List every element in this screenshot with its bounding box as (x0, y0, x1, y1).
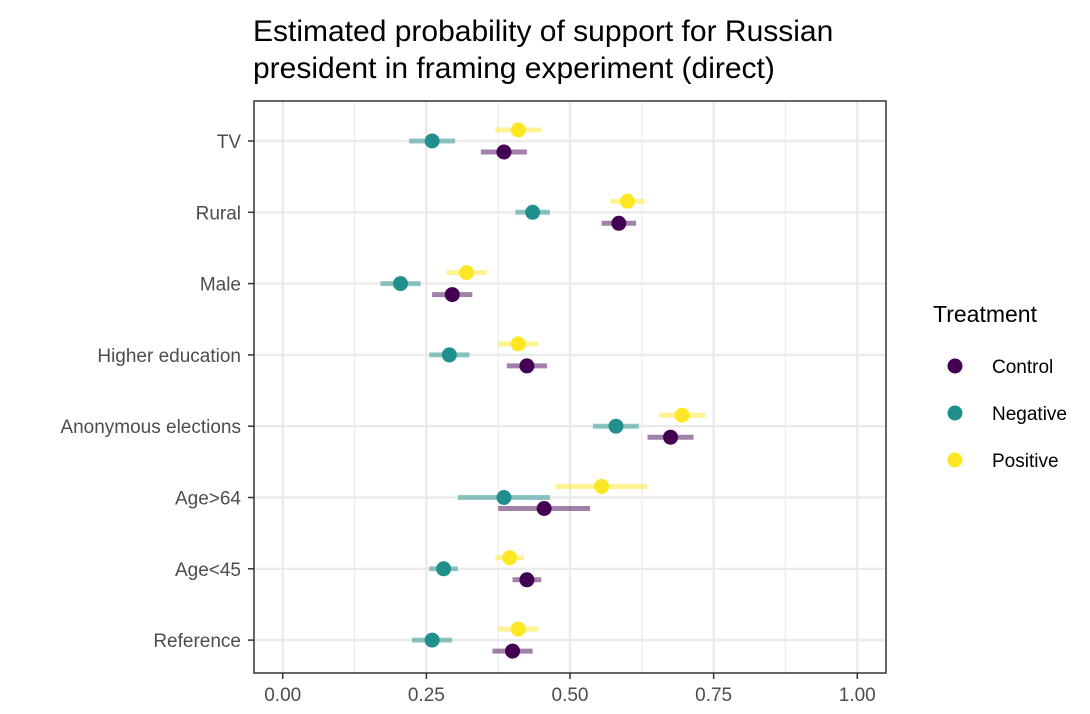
y-tick-label-male: Male (200, 275, 241, 296)
point-positive-higher-education (510, 336, 526, 352)
x-tick-label: 1.00 (839, 685, 876, 706)
point-control-age-45 (519, 572, 535, 588)
y-tick-label-tv: TV (217, 132, 242, 153)
legend: Treatment Control Negative Positive (933, 301, 1067, 472)
plot-area: 0.00 0.25 0.50 0.75 1.00 TV Rural Male Higher ed… (60, 100, 887, 706)
x-tick-label: 0.50 (552, 685, 589, 706)
x-tick-label: 0.75 (695, 685, 732, 706)
legend-key-positive (947, 452, 963, 468)
point-control-reference (505, 643, 521, 659)
point-control-male (444, 287, 460, 303)
x-tick-label: 0.25 (408, 685, 445, 706)
chart-title-line-1: Estimated probability of support for Rus… (253, 15, 833, 48)
y-tick-label-age-45: Age<45 (175, 560, 241, 581)
point-control-age-64 (536, 501, 552, 516)
legend-label-negative: Negative (992, 404, 1067, 425)
point-negative-anonymous-elections (608, 418, 624, 434)
point-negative-age-45 (436, 561, 452, 577)
y-tick-label-reference: Reference (153, 631, 241, 652)
point-positive-anonymous-elections (674, 407, 690, 423)
point-negative-tv (424, 133, 440, 149)
y-tick-label-age-64: Age>64 (175, 489, 241, 510)
point-negative-male (393, 276, 409, 292)
legend-key-control (947, 358, 963, 374)
y-tick-label-rural: Rural (196, 203, 241, 224)
point-negative-higher-education (441, 347, 457, 363)
chart-title-line-2: president in framing experiment (direct) (253, 52, 775, 85)
legend-title: Treatment (933, 301, 1038, 327)
point-positive-age-45 (502, 550, 518, 566)
point-negative-rural (525, 204, 541, 220)
y-tick-label-anonymous-elections: Anonymous elections (60, 417, 241, 438)
point-negative-age-64 (496, 490, 512, 505)
point-negative-reference (424, 632, 440, 648)
point-positive-reference (510, 621, 526, 637)
legend-label-control: Control (992, 357, 1053, 378)
y-tick-label-higher-education: Higher education (97, 346, 241, 367)
point-control-anonymous-elections (663, 429, 679, 445)
chart-title: Estimated probability of support for Rus… (253, 15, 833, 85)
legend-key-negative (947, 405, 963, 421)
point-control-rural (611, 215, 627, 231)
legend-label-positive: Positive (992, 451, 1059, 472)
point-positive-male (459, 265, 475, 281)
point-positive-age-64 (594, 479, 610, 494)
x-tick-label: 0.00 (264, 685, 301, 706)
point-positive-tv (510, 122, 526, 138)
plot-border (253, 100, 887, 674)
point-control-higher-education (519, 358, 535, 374)
point-positive-rural (619, 193, 635, 209)
point-control-tv (496, 144, 512, 160)
